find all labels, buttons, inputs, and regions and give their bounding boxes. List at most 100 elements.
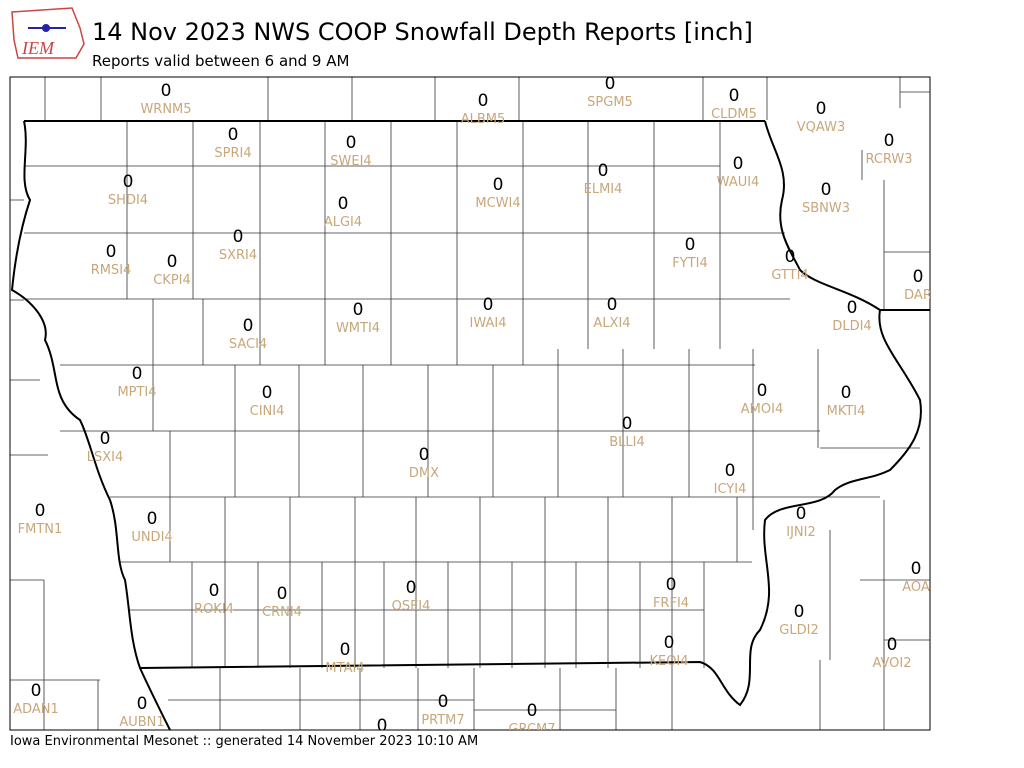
station-label: GTTI4 [771, 268, 808, 283]
station-label: RCRW3 [865, 152, 912, 167]
station-label: SWEI4 [330, 154, 371, 169]
station-label: SBNW3 [802, 201, 850, 216]
station-label: WMTI4 [336, 321, 380, 336]
station-value: 0 [35, 501, 46, 521]
station-label: DMX [409, 466, 439, 481]
station-label: ICYI4 [714, 482, 747, 497]
station-value: 0 [31, 681, 42, 701]
station-value: 0 [884, 131, 895, 151]
station-value: 0 [664, 633, 675, 653]
station-label: VQAW3 [797, 120, 845, 135]
station-label: WRNM5 [140, 102, 191, 117]
station-value: 0 [729, 86, 740, 106]
logo-text: IEM [21, 38, 55, 58]
station-value: 0 [147, 509, 158, 529]
station-value: 0 [605, 74, 616, 94]
station-label: FMTN1 [18, 522, 63, 537]
subtitle: Reports valid between 6 and 9 AM [92, 52, 349, 70]
station-label: AVOI2 [872, 656, 911, 671]
station-value: 0 [167, 252, 178, 272]
station-label: ADAN1 [13, 702, 59, 717]
station-value: 0 [346, 133, 357, 153]
title: 14 Nov 2023 NWS COOP Snowfall Depth Repo… [92, 18, 753, 46]
station-value: 0 [607, 295, 618, 315]
station-label: ROKI4 [194, 602, 234, 617]
station-value: 0 [725, 461, 736, 481]
station-label: PRTM7 [421, 713, 464, 728]
footer: Iowa Environmental Mesonet :: generated … [10, 734, 478, 749]
logo: IEM [11, 7, 85, 59]
station-label: MPTI4 [117, 385, 156, 400]
station-label: MCWI4 [475, 196, 520, 211]
station-label: CKPI4 [153, 273, 191, 288]
station-label: GRCM7 [508, 722, 555, 737]
map [10, 77, 930, 730]
station-value: 0 [106, 242, 117, 262]
station-label: GLDI2 [779, 623, 818, 638]
station-label: SACI4 [229, 337, 267, 352]
station-value: 0 [794, 602, 805, 622]
station-label: AOA [902, 580, 930, 595]
station-label: UNDI4 [131, 530, 172, 545]
station-value: 0 [785, 247, 796, 267]
station-value: 0 [622, 414, 633, 434]
station-label: OSEI4 [392, 599, 431, 614]
station-value: 0 [821, 180, 832, 200]
station-value: 0 [913, 267, 924, 287]
station-label: RMSI4 [91, 263, 132, 278]
station-value: 0 [377, 716, 388, 736]
station-value: 0 [666, 575, 677, 595]
station-label: AUBN1 [119, 715, 164, 730]
station-value: 0 [598, 161, 609, 181]
station-label: FYTI4 [672, 256, 707, 271]
station-value: 0 [841, 383, 852, 403]
station-label: ALGI4 [324, 215, 362, 230]
station-value: 0 [340, 640, 351, 660]
station-value: 0 [243, 316, 254, 336]
station-value: 0 [132, 364, 143, 384]
station-label: CINI4 [250, 404, 285, 419]
station-value: 0 [233, 227, 244, 247]
station-value: 0 [493, 175, 504, 195]
station-label: ELMI4 [584, 182, 623, 197]
station-value: 0 [478, 91, 489, 111]
station-label: SPGM5 [587, 95, 633, 110]
station-label: SPRI4 [214, 146, 251, 161]
station-label: IJNI2 [786, 525, 816, 540]
station-value: 0 [209, 581, 220, 601]
station-label: KEOI4 [649, 654, 688, 669]
map-frame [9, 76, 931, 731]
station-value: 0 [796, 504, 807, 524]
station-label: MKTI4 [827, 404, 866, 419]
station-label: AMOI4 [741, 402, 783, 417]
station-value: 0 [527, 701, 538, 721]
station-value: 0 [419, 445, 430, 465]
station-value: 0 [438, 692, 449, 712]
station-value: 0 [757, 381, 768, 401]
station-label: FRFI4 [653, 596, 689, 611]
station-value: 0 [228, 125, 239, 145]
state-borders [10, 120, 930, 730]
station-label: SHDI4 [108, 193, 148, 208]
station-label: WAUI4 [717, 175, 760, 190]
station-label: CLDM5 [711, 107, 757, 122]
station-value: 0 [100, 429, 111, 449]
station-value: 0 [137, 694, 148, 714]
station-value: 0 [123, 172, 134, 192]
station-label: ALXI4 [593, 316, 630, 331]
station-value: 0 [733, 154, 744, 174]
station-label: DLDI4 [832, 319, 871, 334]
station-label: SXRI4 [219, 248, 257, 263]
station-label: LSXI4 [87, 450, 124, 465]
station-value: 0 [262, 383, 273, 403]
station-value: 0 [816, 99, 827, 119]
station-label: MTAI4 [325, 661, 364, 676]
station-value: 0 [161, 81, 172, 101]
station-value: 0 [887, 635, 898, 655]
station-value: 0 [277, 584, 288, 604]
station-label: CRNI4 [262, 605, 302, 620]
county-lines [10, 77, 930, 730]
